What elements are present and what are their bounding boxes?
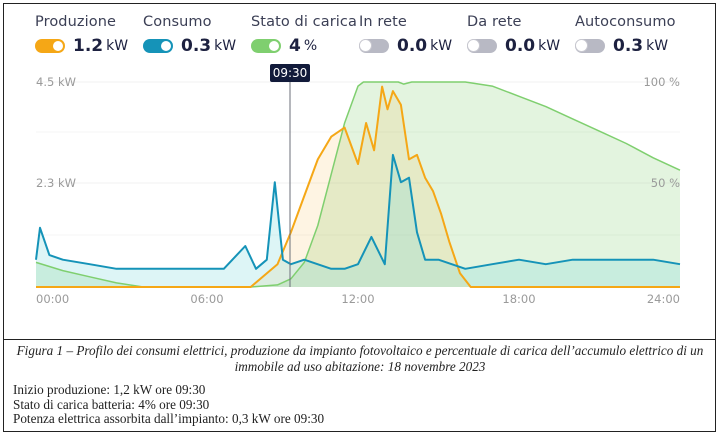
toggle-stato-di-carica[interactable]: [251, 39, 281, 53]
legend-value: 4: [289, 36, 301, 56]
legend-value: 1.2: [73, 36, 104, 56]
legend-unit: kW: [106, 38, 129, 54]
series-line-consumo[interactable]: [35, 153, 681, 270]
legend-autoconsumo[interactable]: Autoconsumo 0.3 kW: [575, 14, 676, 56]
legend-stato-di-carica[interactable]: Stato di carica 4 %: [251, 14, 357, 56]
note-battery: Stato di carica batteria: 4% ore 09:30: [13, 396, 210, 412]
legend-label: Da rete: [467, 14, 522, 30]
legend-consumo[interactable]: Consumo 0.3 kW: [143, 14, 236, 56]
series-area-consumo: [36, 154, 680, 287]
legend-unit: kW: [214, 38, 237, 54]
y2-tick-100: 100 %: [643, 75, 680, 89]
caption-line-2: immobile ad uso abitazione: 18 novembre …: [234, 359, 486, 374]
x-tick-0600: 06:00: [190, 292, 223, 306]
toggle-consumo[interactable]: [143, 39, 173, 53]
toggle-autoconsumo[interactable]: [575, 39, 605, 53]
x-tick-1200: 12:00: [341, 292, 374, 306]
figure-caption: Figura 1 – Profilo dei consumi elettrici…: [8, 343, 712, 375]
note-consumption: Potenza elettrica assorbita dall’impiant…: [13, 411, 325, 427]
legend-label: In rete: [359, 14, 407, 30]
legend: Produzione 1.2 kW Consumo 0.3 kW Stato d…: [0, 14, 720, 64]
series-area-produzione: [36, 86, 680, 287]
legend-unit: kW: [538, 38, 561, 54]
legend-label: Produzione: [35, 14, 117, 30]
toggle-da-rete[interactable]: [467, 39, 497, 53]
note-production: Inizio produzione: 1,2 kW ore 09:30: [13, 382, 206, 397]
y-tick-2.3: 2.3 kW: [36, 176, 76, 190]
figure-frame: [3, 3, 716, 432]
toggle-in-rete[interactable]: [359, 39, 389, 53]
legend-label: Autoconsumo: [575, 14, 676, 30]
legend-unit: %: [303, 38, 318, 54]
gridlines: [36, 81, 680, 236]
cursor-time-badge: 09:30: [270, 64, 310, 82]
legend-unit: kW: [430, 38, 453, 54]
figure-notes: Inizio produzione: 1,2 kW ore 09:30 Stat…: [13, 382, 325, 427]
caption-line-1: Figura 1 – Profilo dei consumi elettrici…: [16, 343, 704, 358]
legend-produzione[interactable]: Produzione 1.2 kW: [35, 14, 128, 56]
series-layer: [35, 81, 681, 288]
x-tick-2400: 24:00: [647, 292, 680, 306]
legend-value: 0.0: [505, 36, 536, 56]
x-tick-0000: 00:00: [36, 292, 69, 306]
legend-label: Stato di carica: [251, 14, 357, 30]
legend-value: 0.3: [181, 36, 212, 56]
legend-value: 0.0: [397, 36, 428, 56]
y-tick-4.5: 4.5 kW: [36, 75, 76, 89]
y2-tick-50: 50 %: [651, 176, 680, 190]
series-line-produzione[interactable]: [36, 85, 680, 288]
legend-da-rete[interactable]: Da rete 0.0 kW: [467, 14, 560, 56]
energy-chart[interactable]: 4.5 kW 2.3 kW 100 % 50 % 00:00 06:00 12:…: [0, 0, 720, 340]
toggle-produzione[interactable]: [35, 39, 65, 53]
legend-value: 0.3: [613, 36, 644, 56]
series-area-stato-di-carica: [36, 82, 680, 287]
legend-in-rete[interactable]: In rete 0.0 kW: [359, 14, 452, 56]
legend-unit: kW: [646, 38, 669, 54]
caption-divider: [3, 339, 716, 340]
x-tick-1800: 18:00: [502, 292, 535, 306]
legend-label: Consumo: [143, 14, 212, 30]
